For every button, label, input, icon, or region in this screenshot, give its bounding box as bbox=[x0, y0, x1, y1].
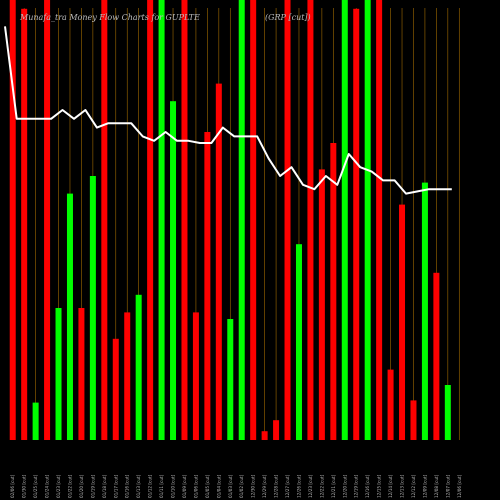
x-tick-label: 01/02 [cut] bbox=[239, 474, 244, 498]
bar bbox=[387, 369, 394, 440]
x-tick-label: 01/05 [cut] bbox=[205, 474, 210, 498]
chart-subtitle: (GRP [cut]) bbox=[265, 13, 311, 22]
x-tick-labels: 02/06 [cut] 01/30 [cut] 01/25 [cut] 01/24 [… bbox=[10, 474, 462, 498]
bar bbox=[181, 0, 188, 440]
bar bbox=[124, 312, 131, 440]
bar bbox=[44, 0, 51, 440]
x-tick-label: 12/15 [cut] bbox=[377, 474, 382, 498]
chart-title: Munafa_tra Money Flow Charts for GUPLTE bbox=[19, 13, 200, 22]
x-tick-label: 02/06 [cut] bbox=[10, 474, 15, 498]
bar bbox=[135, 294, 142, 440]
bar bbox=[318, 169, 325, 440]
x-tick-label: 01/11 [cut] bbox=[159, 474, 164, 498]
x-tick-label: 01/16 [cut] bbox=[125, 474, 130, 498]
bar bbox=[170, 101, 177, 440]
x-tick-label: 12/14 [cut] bbox=[388, 474, 393, 498]
bar bbox=[250, 0, 257, 440]
money-flow-line bbox=[4, 26, 452, 195]
bar bbox=[9, 0, 16, 440]
bar-series bbox=[9, 0, 451, 441]
x-tick-label: 01/30 [cut] bbox=[22, 474, 27, 498]
x-tick-label: 01/19 [cut] bbox=[90, 474, 95, 498]
bar bbox=[89, 176, 96, 440]
bar bbox=[353, 8, 360, 441]
x-tick-label: 12/16 [cut] bbox=[365, 474, 370, 498]
bar bbox=[101, 0, 108, 440]
bar bbox=[66, 193, 73, 440]
bar bbox=[55, 308, 62, 440]
x-tick-label: 01/22 [cut] bbox=[67, 474, 72, 498]
bar bbox=[433, 272, 440, 440]
bar bbox=[399, 204, 406, 440]
x-tick-label: 12/08 [cut] bbox=[434, 474, 439, 498]
bar bbox=[204, 132, 211, 440]
bar bbox=[192, 312, 199, 440]
x-tick-label: 01/10 [cut] bbox=[171, 474, 176, 498]
x-tick-label: 12/12 [cut] bbox=[411, 474, 416, 498]
bar bbox=[444, 385, 451, 440]
bar bbox=[364, 0, 371, 440]
bar bbox=[32, 402, 39, 440]
bar bbox=[238, 0, 245, 440]
x-tick-label: 01/03 [cut] bbox=[228, 474, 233, 498]
x-tick-label: 12/09 [cut] bbox=[422, 474, 427, 498]
x-tick-label: 12/27 [cut] bbox=[285, 474, 290, 498]
x-tick-label: 12/19 [cut] bbox=[354, 474, 359, 498]
x-tick-label: 01/25 [cut] bbox=[33, 474, 38, 498]
x-tick-label: 12/13 [cut] bbox=[400, 474, 405, 498]
x-tick-label: 12/21 [cut] bbox=[331, 474, 336, 498]
x-tick-label: 12/23 [cut] bbox=[308, 474, 313, 498]
bar bbox=[376, 0, 383, 440]
x-tick-label: 01/13 [cut] bbox=[136, 474, 141, 498]
x-tick-label: 12/06 [cut] bbox=[457, 474, 462, 498]
bar bbox=[284, 0, 291, 440]
bar bbox=[273, 420, 280, 440]
x-tick-label: 01/23 [cut] bbox=[56, 474, 61, 498]
x-tick-label: 12/28 [cut] bbox=[274, 474, 279, 498]
bar bbox=[410, 400, 417, 440]
bar bbox=[215, 83, 222, 440]
bar bbox=[295, 244, 302, 440]
bar bbox=[261, 431, 268, 440]
x-tick-label: 12/29 [cut] bbox=[262, 474, 267, 498]
bar bbox=[330, 143, 337, 440]
bar bbox=[112, 338, 119, 440]
x-tick-label: 01/12 [cut] bbox=[148, 474, 153, 498]
bar bbox=[341, 0, 348, 440]
bar bbox=[78, 308, 85, 440]
bar bbox=[158, 0, 165, 440]
x-tick-label: 01/17 [cut] bbox=[113, 474, 118, 498]
x-tick-label: 12/26 [cut] bbox=[296, 474, 301, 498]
x-tick-label: 12/30 [cut] bbox=[251, 474, 256, 498]
x-tick-label: 01/09 [cut] bbox=[182, 474, 187, 498]
x-tick-label: 01/24 [cut] bbox=[45, 474, 50, 498]
x-tick-label: 01/04 [cut] bbox=[216, 474, 221, 498]
bar bbox=[421, 182, 428, 440]
bar bbox=[21, 8, 28, 441]
x-tick-label: 12/22 [cut] bbox=[319, 474, 324, 498]
x-tick-label: 01/06 [cut] bbox=[193, 474, 198, 498]
bar bbox=[147, 0, 154, 440]
bar bbox=[307, 0, 314, 440]
x-tick-label: 12/20 [cut] bbox=[342, 474, 347, 498]
x-tick-label: 01/18 [cut] bbox=[102, 474, 107, 498]
x-tick-label: 12/07 [cut] bbox=[445, 474, 450, 498]
x-tick-label: 01/20 [cut] bbox=[79, 474, 84, 498]
bar bbox=[227, 319, 234, 440]
